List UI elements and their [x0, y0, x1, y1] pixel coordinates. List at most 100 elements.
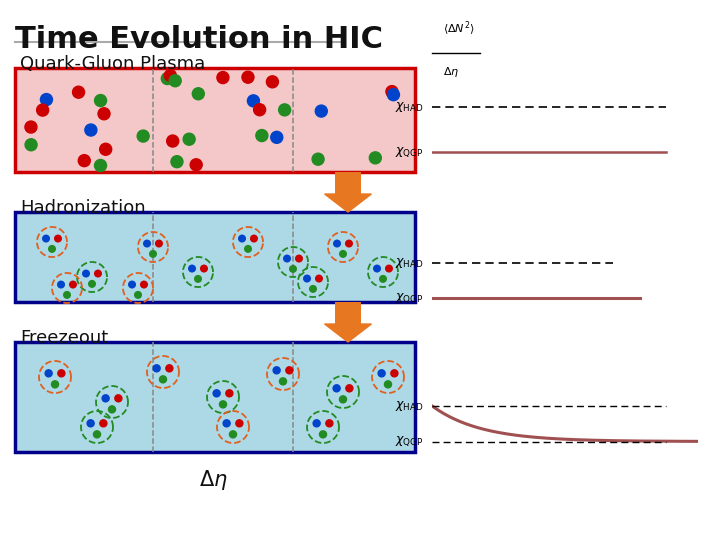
Circle shape: [94, 270, 102, 277]
Bar: [15, 342, 415, 452]
Circle shape: [63, 292, 71, 298]
Circle shape: [334, 240, 341, 247]
Circle shape: [213, 390, 220, 397]
Circle shape: [52, 381, 58, 388]
Circle shape: [384, 381, 392, 388]
Circle shape: [100, 420, 107, 427]
Circle shape: [150, 251, 156, 257]
Bar: [335, 302, 361, 324]
Circle shape: [169, 75, 181, 87]
Text: Quark-Gluon Plasma: Quark-Gluon Plasma: [20, 55, 205, 73]
Circle shape: [315, 275, 323, 282]
Circle shape: [183, 133, 195, 145]
Circle shape: [190, 159, 202, 171]
Circle shape: [160, 376, 166, 383]
Circle shape: [89, 281, 95, 287]
Circle shape: [140, 281, 148, 288]
Circle shape: [279, 104, 291, 116]
Circle shape: [78, 154, 90, 167]
Circle shape: [326, 420, 333, 427]
Circle shape: [201, 265, 207, 272]
Circle shape: [73, 86, 84, 98]
Circle shape: [271, 131, 283, 143]
Circle shape: [153, 365, 160, 372]
Circle shape: [313, 420, 320, 427]
Circle shape: [129, 281, 135, 288]
Circle shape: [167, 135, 179, 147]
Polygon shape: [325, 194, 372, 212]
Text: $\chi_{\rm QGP}$: $\chi_{\rm QGP}$: [395, 435, 424, 448]
Circle shape: [40, 93, 53, 106]
Circle shape: [42, 235, 50, 242]
Circle shape: [138, 130, 149, 142]
Circle shape: [94, 159, 107, 172]
Circle shape: [102, 395, 109, 402]
Text: $\chi_{\rm HAD}$: $\chi_{\rm HAD}$: [395, 100, 424, 114]
Circle shape: [378, 370, 385, 377]
Text: $\langle \Delta N^2 \rangle$: $\langle \Delta N^2 \rangle$: [443, 19, 474, 38]
Circle shape: [171, 156, 183, 168]
Circle shape: [144, 240, 150, 247]
Circle shape: [374, 265, 380, 272]
Circle shape: [189, 265, 195, 272]
Circle shape: [58, 281, 64, 288]
Circle shape: [55, 235, 61, 242]
Circle shape: [266, 76, 279, 88]
Circle shape: [161, 72, 174, 85]
Circle shape: [386, 86, 398, 98]
Circle shape: [98, 108, 110, 120]
Circle shape: [87, 420, 94, 427]
Circle shape: [253, 104, 266, 116]
Circle shape: [217, 72, 229, 84]
Circle shape: [164, 70, 176, 82]
Circle shape: [45, 370, 52, 377]
Circle shape: [109, 406, 115, 413]
Circle shape: [236, 420, 243, 427]
Circle shape: [312, 153, 324, 165]
Circle shape: [94, 94, 107, 106]
Circle shape: [194, 275, 202, 282]
Circle shape: [70, 281, 76, 288]
Circle shape: [99, 143, 112, 156]
Circle shape: [245, 246, 251, 252]
Circle shape: [333, 385, 340, 392]
Circle shape: [25, 121, 37, 133]
Bar: [15, 68, 415, 172]
Circle shape: [289, 266, 297, 272]
Circle shape: [310, 286, 316, 292]
Circle shape: [248, 95, 259, 107]
Circle shape: [251, 235, 257, 242]
Text: $\Delta\eta$: $\Delta\eta$: [199, 468, 228, 492]
Circle shape: [304, 275, 310, 282]
Circle shape: [135, 292, 141, 298]
Text: $\chi_{\rm HAD}$: $\chi_{\rm HAD}$: [395, 399, 424, 413]
Circle shape: [220, 401, 227, 408]
Circle shape: [256, 130, 268, 141]
Circle shape: [242, 71, 254, 83]
Circle shape: [284, 255, 290, 262]
Bar: [335, 172, 361, 194]
Circle shape: [386, 265, 392, 272]
Text: Time Evolution in HIC: Time Evolution in HIC: [15, 25, 383, 54]
Circle shape: [387, 89, 400, 100]
Circle shape: [296, 255, 302, 262]
Circle shape: [340, 396, 346, 403]
Circle shape: [156, 240, 162, 247]
Text: $\chi_{\rm QGP}$: $\chi_{\rm QGP}$: [395, 146, 424, 159]
Circle shape: [273, 367, 280, 374]
Bar: [15, 212, 415, 302]
Circle shape: [115, 395, 122, 402]
Circle shape: [320, 431, 327, 438]
Circle shape: [226, 390, 233, 397]
Circle shape: [279, 378, 287, 385]
Text: $\Delta\eta$: $\Delta\eta$: [443, 65, 459, 79]
Circle shape: [223, 420, 230, 427]
Circle shape: [346, 385, 353, 392]
Circle shape: [49, 246, 55, 252]
Circle shape: [25, 139, 37, 151]
Text: $\chi_{\rm QGP}$: $\chi_{\rm QGP}$: [395, 292, 424, 305]
Circle shape: [94, 431, 101, 438]
Circle shape: [83, 270, 89, 277]
Circle shape: [340, 251, 346, 257]
Circle shape: [379, 275, 387, 282]
